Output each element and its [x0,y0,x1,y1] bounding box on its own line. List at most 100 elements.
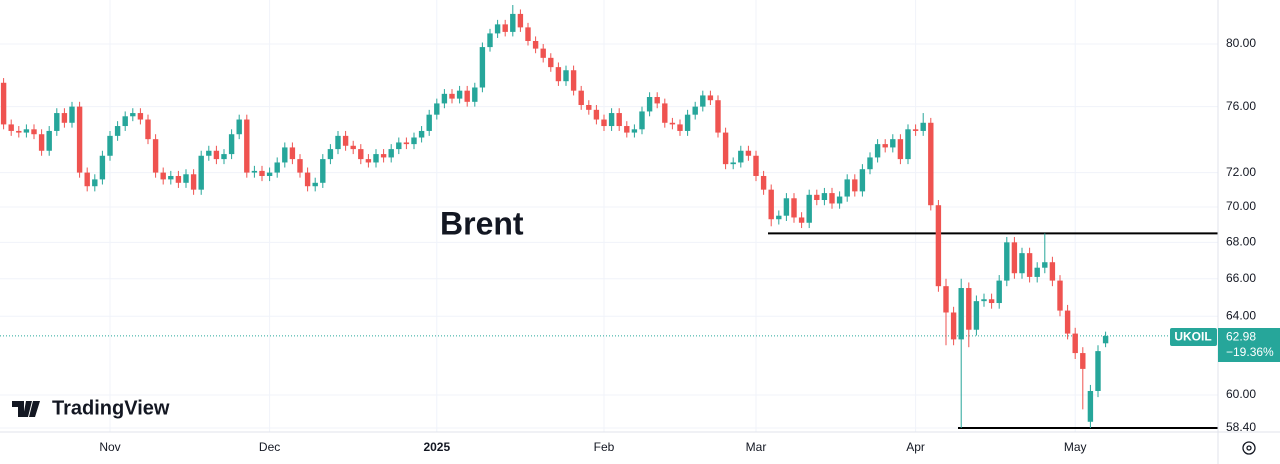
candle-body [897,139,904,160]
candle-body [943,286,949,313]
y-tick-label: 70.00 [1226,199,1256,213]
settings-icon[interactable] [1242,441,1256,455]
x-tick-label: Feb [594,440,615,454]
candle-body [297,159,303,173]
candle-body [388,149,394,158]
candle-body [601,119,607,127]
candle-body [16,130,22,133]
candle-body [358,149,364,160]
candle-body [760,175,767,190]
candle-body [396,142,402,150]
x-tick-label: May [1064,440,1087,454]
candle-body [122,116,128,127]
candle-body [449,93,455,99]
candle-body [540,48,546,58]
candle-body [1026,253,1033,277]
drawings [0,232,1218,430]
candle-body [1072,333,1078,354]
candle-body [426,114,432,131]
candle-body [981,299,987,302]
candle-body [403,142,410,145]
candle-body [251,170,258,173]
candle-body [996,280,1002,304]
y-tick-label: 64.00 [1226,308,1256,322]
candle-body [745,150,752,156]
last-price-label: 62.98 [1226,330,1256,344]
candle-body [684,114,691,131]
grid [0,0,1218,432]
y-tick-label: 76.00 [1226,99,1256,113]
candle-body [791,198,797,218]
candle-body [563,70,569,82]
candle-body [608,113,615,127]
candle-body [23,129,30,133]
candle-body [867,157,873,170]
y-tick-label: 60.00 [1226,387,1256,401]
y-tick-label: 80.00 [1226,36,1256,50]
candle-body [274,162,280,173]
candle-body [327,149,334,160]
candle-body [168,175,174,180]
price-box [1218,328,1280,362]
candle-body [61,113,68,123]
candle-body [46,130,52,151]
candle-body [342,135,349,146]
candle-body [548,57,554,68]
y-tick-label: 68.00 [1226,235,1256,249]
candle-body [715,100,721,133]
candle-body [244,119,250,173]
candle-body [54,113,60,131]
settings-core[interactable] [1246,445,1252,451]
annotation: Brent [440,205,524,241]
candle-body [1064,310,1071,334]
candle-body [206,150,212,156]
candle-body [1042,262,1048,268]
candle-body [502,24,508,32]
candle-body [494,24,501,34]
candle-body [821,193,828,201]
candle-body [928,122,934,206]
candle-body [312,182,318,187]
candle-body [912,129,919,131]
candle-body [510,13,516,32]
logo-icon [12,401,40,417]
candle-body [768,189,774,220]
candle-body [776,215,782,220]
last-price-tag: UKOIL 62.98 −19.36% [1170,328,1280,362]
candle-body [624,126,630,133]
x-tick-label: Nov [99,440,120,454]
candle-body [130,113,136,117]
candle-body [692,106,698,115]
candle-body [266,172,273,176]
candle-body [654,97,660,104]
candle-body [874,144,881,158]
candle-body [236,119,242,135]
candle-body [380,154,387,158]
candle-body [555,67,562,82]
candle-body [1057,280,1063,311]
y-tick-label: 58.40 [1226,420,1256,434]
candle-body [669,122,676,125]
candle-body [905,129,911,160]
candle-body [1011,242,1018,274]
candle-body [707,95,714,101]
candle-body [464,90,470,102]
settings-ring[interactable] [1242,441,1256,455]
candle-body [1080,353,1086,369]
candle-body [973,301,980,330]
candle-body [418,130,425,138]
candle-body [806,194,812,223]
candle-body [160,172,166,180]
candle-body [829,193,835,204]
y-tick-label: 66.00 [1226,271,1256,285]
candle-body [1049,262,1056,281]
candle-body [836,196,843,204]
candle-body [586,105,592,110]
x-tick-label: 2025 [423,440,450,454]
candle-body [753,155,759,176]
candle-body [844,179,850,197]
candle-body [783,198,790,216]
candle-body [99,155,106,180]
candle-body [198,155,204,190]
